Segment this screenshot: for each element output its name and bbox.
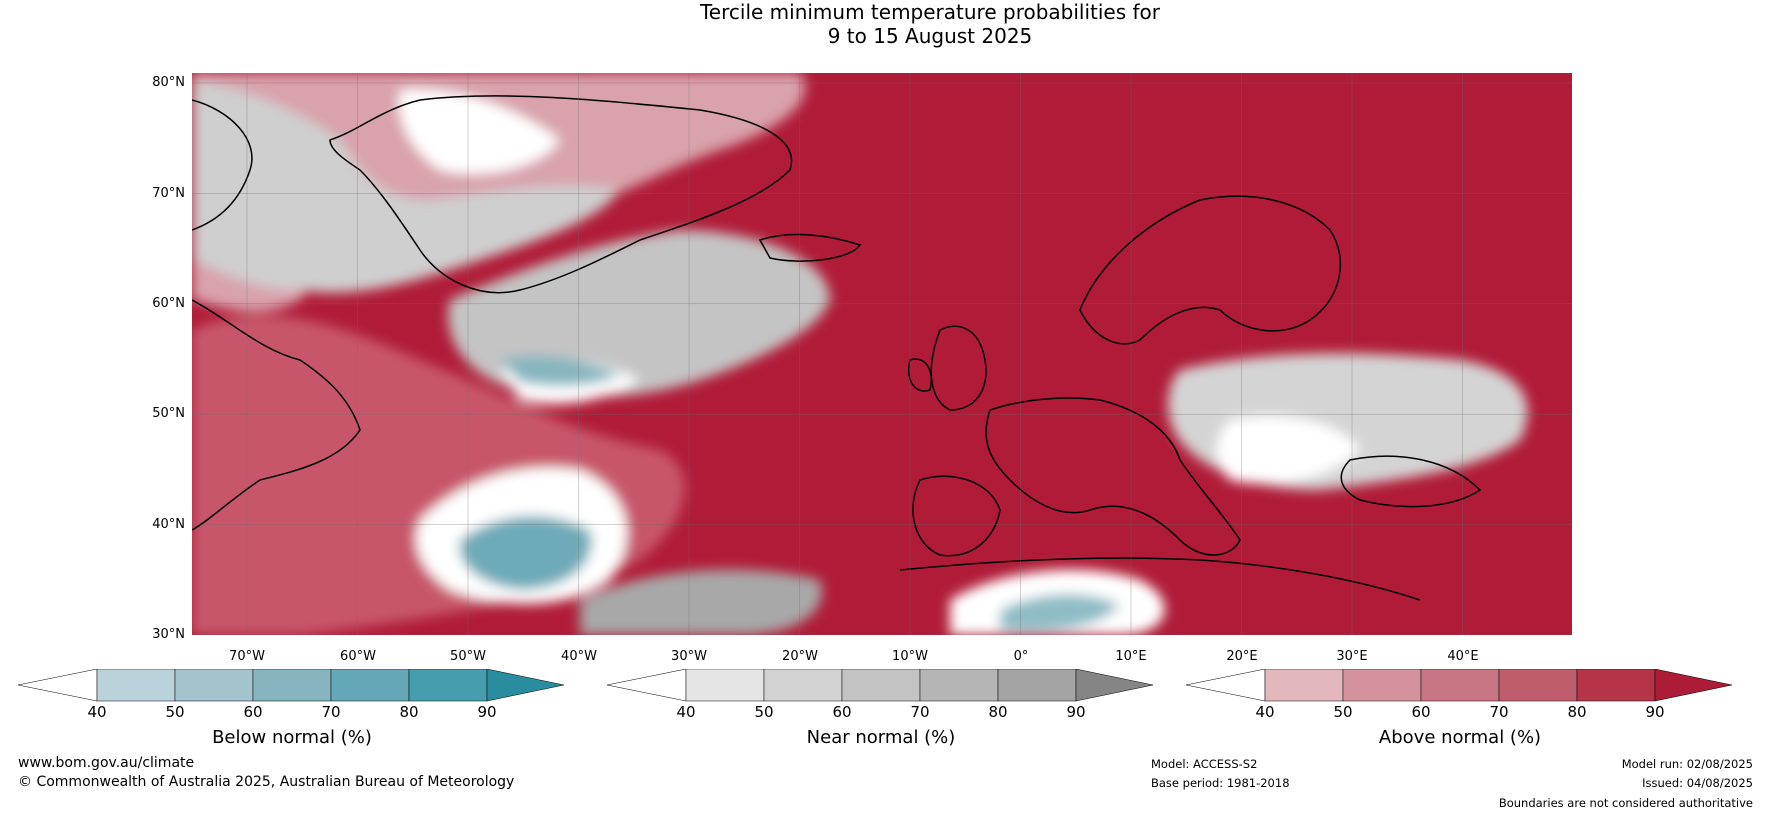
colorbar-swatch <box>1342 669 1422 702</box>
western-europe-coast <box>985 397 1241 556</box>
colorbar-tick: 80 <box>988 703 1008 721</box>
colorbar-near-normal: 40 50 60 70 80 90 Near normal (%) <box>607 669 1157 769</box>
colorbar-swatch <box>1420 669 1500 702</box>
colorbar-tick: 50 <box>1333 703 1353 721</box>
north-america-coast <box>192 299 361 531</box>
map-title: Tercile minimum temperature probabilitie… <box>0 0 1770 48</box>
colorbar-extend-high <box>1654 669 1733 702</box>
colorbar-swatch <box>96 669 176 702</box>
colorbar-above-normal-swatches <box>1186 669 1733 702</box>
map-title-line2: 9 to 15 August 2025 <box>827 24 1033 48</box>
colorbar-extend-low <box>18 669 98 702</box>
lat-label-30n: 30°N <box>152 627 185 642</box>
lon-label-40e: 40°E <box>1447 649 1479 664</box>
colorbar-extend-high <box>1075 669 1154 702</box>
colorbar-tick: 50 <box>754 703 774 721</box>
colorbar-tick: 60 <box>832 703 852 721</box>
low-probability-balkans <box>1216 416 1360 484</box>
colorbar-tick: 60 <box>1411 703 1431 721</box>
near-normal-atlantic-region <box>448 230 830 397</box>
colorbar-swatch <box>174 669 254 702</box>
colorbar-swatch <box>330 669 410 702</box>
colorbar-tick: 70 <box>910 703 930 721</box>
below-normal-atlantic-region <box>500 355 620 386</box>
model-text: Model: ACCESS-S2 <box>1151 757 1258 771</box>
iceland-coast <box>758 233 862 262</box>
colorbar-swatch <box>685 669 765 702</box>
model-run-text: Model run: 02/08/2025 <box>1621 757 1753 771</box>
colorbar-tick: 90 <box>1645 703 1665 721</box>
colorbar-tick: 90 <box>477 703 497 721</box>
near-normal-subtropical-region <box>580 569 822 635</box>
colorbar-swatch <box>1498 669 1578 702</box>
colorbar-extend-low <box>607 669 687 702</box>
colorbar-swatch <box>1264 669 1344 702</box>
colorbar-below-normal-label: Below normal (%) <box>212 727 372 748</box>
colorbar-extend-low <box>1186 669 1266 702</box>
lon-label-0: 0° <box>1013 649 1029 664</box>
black-sea-coast <box>1340 455 1482 508</box>
issued-text: Issued: 04/08/2025 <box>1642 776 1753 790</box>
lon-label-40w: 40°W <box>561 649 597 664</box>
ireland-coast <box>908 358 932 392</box>
colorbar-swatch <box>252 669 332 702</box>
colorbar-tick: 50 <box>165 703 185 721</box>
colorbar-tick: 40 <box>87 703 107 721</box>
greenland-coast <box>329 95 793 294</box>
copyright-text: © Commonwealth of Australia 2025, Austra… <box>18 774 515 790</box>
colorbar-below-normal: 40 50 60 70 80 90 Below normal (%) <box>18 669 568 769</box>
colorbar-above-normal: 40 50 60 70 80 90 Above normal (%) <box>1186 669 1736 769</box>
graticule <box>192 73 1572 635</box>
lon-label-20w: 20°W <box>782 649 818 664</box>
lon-label-10w: 10°W <box>892 649 928 664</box>
lon-label-70w: 70°W <box>229 649 265 664</box>
coastlines <box>192 95 1482 601</box>
colorbar-tick: 40 <box>1255 703 1275 721</box>
colorbar-swatch <box>1576 669 1656 702</box>
colorbar-swatch <box>841 669 921 702</box>
map-title-line1: Tercile minimum temperature probabilitie… <box>699 0 1161 24</box>
colorbar-extend-high <box>486 669 565 702</box>
near-normal-north-region <box>192 80 620 293</box>
colorbar-near-normal-label: Near normal (%) <box>806 727 956 748</box>
lat-label-80n: 80°N <box>152 75 185 90</box>
lon-label-30e: 30°E <box>1336 649 1368 664</box>
colorbar-tick: 80 <box>1567 703 1587 721</box>
colorbar-swatch <box>408 669 488 702</box>
colorbar-swatch <box>763 669 843 702</box>
below-normal-north-africa <box>1000 594 1120 632</box>
lat-label-70n: 70°N <box>152 186 185 201</box>
low-probability-north-region <box>399 89 560 174</box>
lon-label-60w: 60°W <box>340 649 376 664</box>
below-normal-south-atlantic <box>459 516 592 590</box>
lat-label-40n: 40°N <box>152 517 185 532</box>
colorbar-tick: 90 <box>1066 703 1086 721</box>
iberia-coast <box>912 475 1001 557</box>
lon-label-30w: 30°W <box>671 649 707 664</box>
colorbar-swatch <box>997 669 1077 702</box>
colorbar-tick: 80 <box>399 703 419 721</box>
colorbar-tick: 40 <box>676 703 696 721</box>
lat-label-60n: 60°N <box>152 296 185 311</box>
colorbar-above-normal-label: Above normal (%) <box>1378 727 1542 748</box>
baffin-coast <box>192 99 253 231</box>
colorbar-below-normal-swatches <box>18 669 565 702</box>
colorbar-tick: 70 <box>321 703 341 721</box>
lon-label-10e: 10°E <box>1115 649 1147 664</box>
north-africa-coast <box>899 557 1421 601</box>
lon-label-50w: 50°W <box>450 649 486 664</box>
colorbar-swatch <box>919 669 999 702</box>
lat-label-50n: 50°N <box>152 406 185 421</box>
bom-website-link[interactable]: www.bom.gov.au/climate <box>18 755 195 771</box>
lon-label-20e: 20°E <box>1226 649 1258 664</box>
scandinavia-coast <box>1079 195 1342 345</box>
base-period-text: Base period: 1981-2018 <box>1151 776 1290 790</box>
disclaimer-text: Boundaries are not considered authoritat… <box>1498 796 1753 810</box>
colorbar-tick: 70 <box>1489 703 1509 721</box>
colorbar-near-normal-swatches <box>607 669 1154 702</box>
colorbar-tick: 60 <box>243 703 263 721</box>
